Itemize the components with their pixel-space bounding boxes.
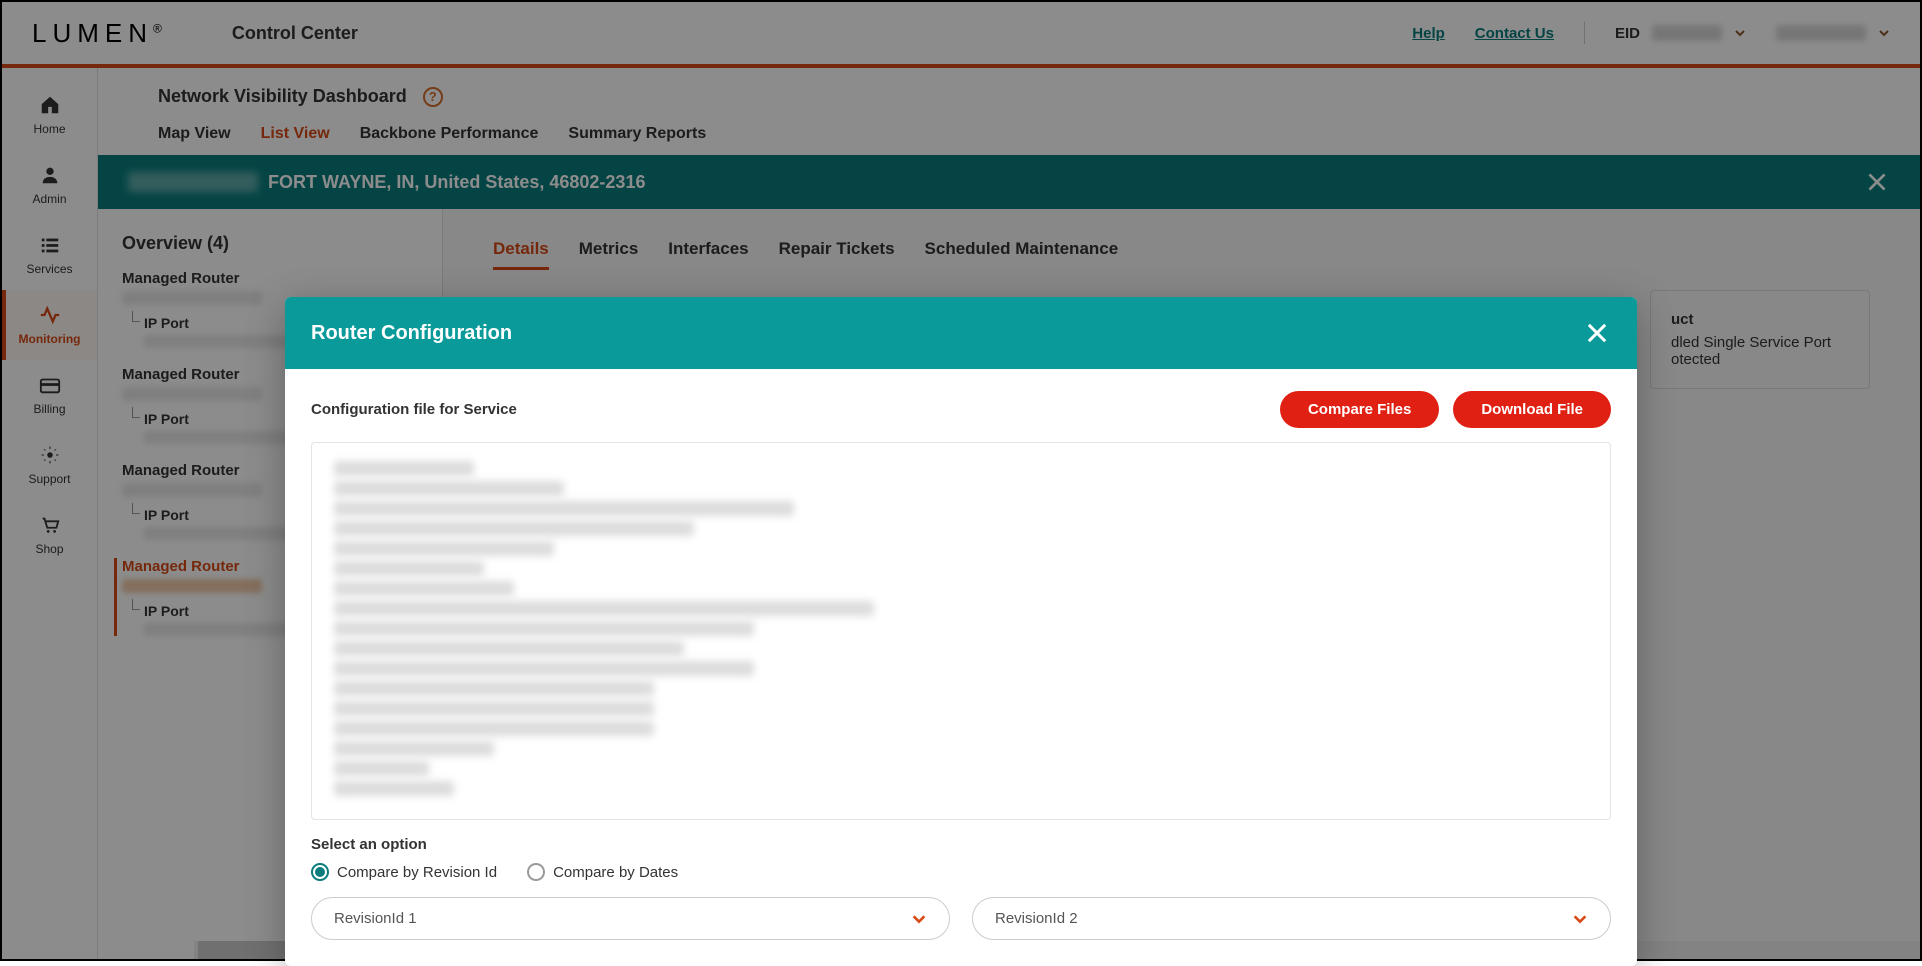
dropdown-row: RevisionId 1 RevisionId 2 — [311, 897, 1611, 940]
chevron-down-icon — [911, 911, 927, 927]
router-configuration-modal: Router Configuration Configuration file … — [285, 297, 1637, 966]
close-icon — [1583, 319, 1611, 347]
redacted-line — [334, 681, 654, 696]
radio-compare-revision[interactable]: Compare by Revision Id — [311, 863, 497, 881]
radio-compare-dates[interactable]: Compare by Dates — [527, 863, 678, 881]
redacted-line — [334, 581, 514, 596]
redacted-line — [334, 721, 654, 736]
modal-title: Router Configuration — [311, 322, 512, 345]
redacted-line — [334, 461, 474, 476]
chevron-down-icon — [1572, 911, 1588, 927]
modal-body: Configuration file for Service Compare F… — [285, 369, 1637, 966]
redacted-line — [334, 561, 484, 576]
redacted-line — [334, 741, 494, 756]
redacted-line — [334, 641, 684, 656]
redacted-line — [334, 701, 654, 716]
radio-icon — [311, 863, 329, 881]
dropdown-label: RevisionId 2 — [995, 910, 1078, 927]
radio-group: Compare by Revision Id Compare by Dates — [311, 863, 1611, 881]
redacted-line — [334, 781, 454, 796]
redacted-line — [334, 761, 429, 776]
download-file-button[interactable]: Download File — [1453, 391, 1611, 428]
compare-files-button[interactable]: Compare Files — [1280, 391, 1439, 428]
modal-header: Router Configuration — [285, 297, 1637, 369]
radio-label: Compare by Dates — [553, 864, 678, 881]
redacted-line — [334, 601, 874, 616]
select-option-label: Select an option — [311, 836, 1611, 853]
configuration-content — [311, 442, 1611, 820]
redacted-line — [334, 481, 564, 496]
radio-label: Compare by Revision Id — [337, 864, 497, 881]
revision-2-dropdown[interactable]: RevisionId 2 — [972, 897, 1611, 940]
revision-1-dropdown[interactable]: RevisionId 1 — [311, 897, 950, 940]
redacted-line — [334, 541, 554, 556]
radio-icon — [527, 863, 545, 881]
redacted-line — [334, 501, 794, 516]
redacted-line — [334, 621, 754, 636]
redacted-line — [334, 521, 694, 536]
config-header-row: Configuration file for Service Compare F… — [311, 391, 1611, 428]
config-label: Configuration file for Service — [311, 401, 517, 418]
button-group: Compare Files Download File — [1280, 391, 1611, 428]
redacted-line — [334, 661, 754, 676]
dropdown-label: RevisionId 1 — [334, 910, 417, 927]
modal-close-button[interactable] — [1583, 319, 1611, 347]
